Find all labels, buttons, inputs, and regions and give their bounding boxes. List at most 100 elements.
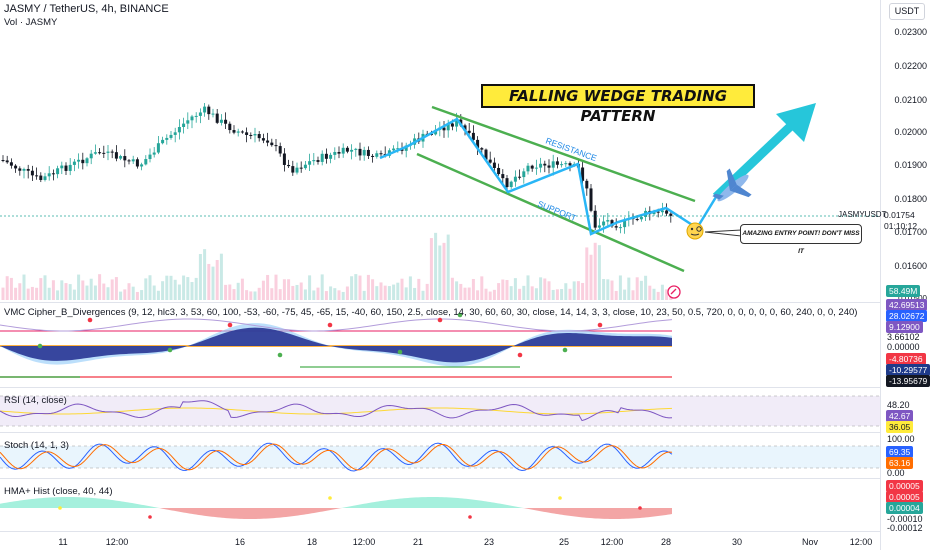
pattern-title-banner[interactable]: FALLING WEDGE TRADING PATTERN (481, 84, 755, 125)
entry-callout[interactable]: AMAZING ENTRY POINT! DON'T MISS IT (740, 224, 862, 255)
volume-bar (161, 281, 165, 300)
rsi-pane (0, 395, 880, 427)
stoch-tag: 63.16 (886, 457, 914, 469)
vmc-signal-dot (517, 352, 523, 358)
candle (39, 172, 43, 183)
vmc-signal-dot (397, 349, 403, 355)
volume-bar (261, 280, 265, 300)
candle (5, 155, 9, 164)
candle (219, 114, 223, 126)
vmc-legend[interactable]: VMC Cipher_B_Divergences (9, 12, hlc3, 3… (4, 307, 858, 318)
volume-bar (429, 238, 433, 300)
volume-bar (1, 287, 5, 300)
candle (123, 149, 127, 168)
candle (324, 148, 328, 164)
time-tick: 30 (731, 537, 743, 547)
price-tick: 0.01600 (894, 261, 927, 271)
hma-tick: -0.00010 (887, 514, 923, 524)
candle (602, 215, 606, 233)
candle (551, 154, 555, 176)
hma-signal-dot (58, 506, 62, 510)
hma-signal-dot (328, 496, 332, 500)
wedge-resistance-line[interactable] (431, 105, 696, 203)
volume-bar (245, 290, 249, 300)
volume-bar (219, 253, 223, 300)
candle (333, 147, 337, 160)
vmc-tag: 42.69513 (886, 299, 928, 311)
rsi-legend[interactable]: RSI (14, close) (4, 395, 67, 406)
volume-bar (249, 291, 253, 300)
volume-bar (497, 283, 501, 300)
candle (173, 127, 177, 143)
candle (266, 132, 270, 147)
wedge-support-line[interactable] (416, 152, 685, 273)
candle (593, 205, 597, 230)
candle (127, 158, 131, 165)
price-tick: 0.02000 (894, 127, 927, 137)
candle (26, 164, 30, 179)
stoch-legend[interactable]: Stoch (14, 1, 3) (4, 440, 69, 451)
volume-bar (135, 291, 139, 300)
candle (81, 152, 85, 170)
candle (261, 133, 265, 144)
pane-divider[interactable] (0, 387, 932, 388)
symbol-title[interactable]: JASMY / TetherUS, 4h, BINANCE (4, 3, 169, 15)
candle (358, 142, 362, 161)
volume-bar (110, 279, 114, 300)
candle (60, 161, 64, 175)
volume-bar (198, 254, 202, 300)
volume-bar (396, 282, 400, 300)
hma-legend[interactable]: HMA+ Hist (close, 40, 44) (4, 486, 113, 497)
volume-legend[interactable]: Vol · JASMY (4, 17, 58, 28)
volume-bar (119, 291, 123, 300)
vmc-signal-dot (597, 322, 603, 328)
price-candles (1, 103, 673, 234)
candle (22, 167, 26, 179)
volume-bar (530, 286, 534, 300)
volume-bar (522, 285, 526, 300)
candle (245, 127, 249, 143)
candle (156, 136, 160, 155)
volume-bar (60, 280, 64, 300)
pane-divider[interactable] (0, 432, 932, 433)
volume-bar (93, 285, 97, 300)
volume-bar (455, 281, 459, 300)
volume-bar (224, 284, 228, 300)
vmc-signal-dot (227, 322, 233, 328)
price-tick: 0.01900 (894, 160, 927, 170)
volume-tag: 58.49M (886, 285, 921, 297)
volume-bar (614, 290, 618, 300)
volume-bar (400, 278, 404, 300)
candle (282, 148, 286, 172)
hma-tag: 0.00004 (886, 502, 923, 514)
currency-button[interactable]: USDT (889, 3, 925, 20)
stoch-tag: 69.35 (886, 446, 914, 458)
candle (182, 117, 186, 134)
candle (345, 146, 349, 154)
volume-bar (64, 283, 68, 300)
volume-bar (236, 282, 240, 300)
candle (72, 158, 76, 172)
price-path-drawing[interactable] (379, 117, 718, 236)
volume-bar (656, 291, 660, 300)
emoji-face-icon (686, 222, 704, 240)
volume-bar (266, 274, 270, 300)
candle (68, 158, 72, 176)
volume-bar (14, 287, 18, 300)
pane-divider[interactable] (0, 478, 932, 479)
candle (207, 104, 211, 120)
vmc-signal-dot (167, 347, 173, 353)
candle (614, 218, 618, 231)
volume-bar (442, 242, 446, 300)
alert-icon[interactable] (667, 285, 681, 299)
candle (64, 162, 68, 176)
candle (203, 103, 207, 117)
volume-bar (43, 275, 47, 300)
vmc-signal-dot (437, 317, 443, 323)
candle (18, 166, 22, 176)
pane-divider[interactable] (0, 302, 932, 303)
candle (253, 127, 257, 143)
volume-bar (240, 278, 244, 300)
candle (488, 151, 492, 164)
